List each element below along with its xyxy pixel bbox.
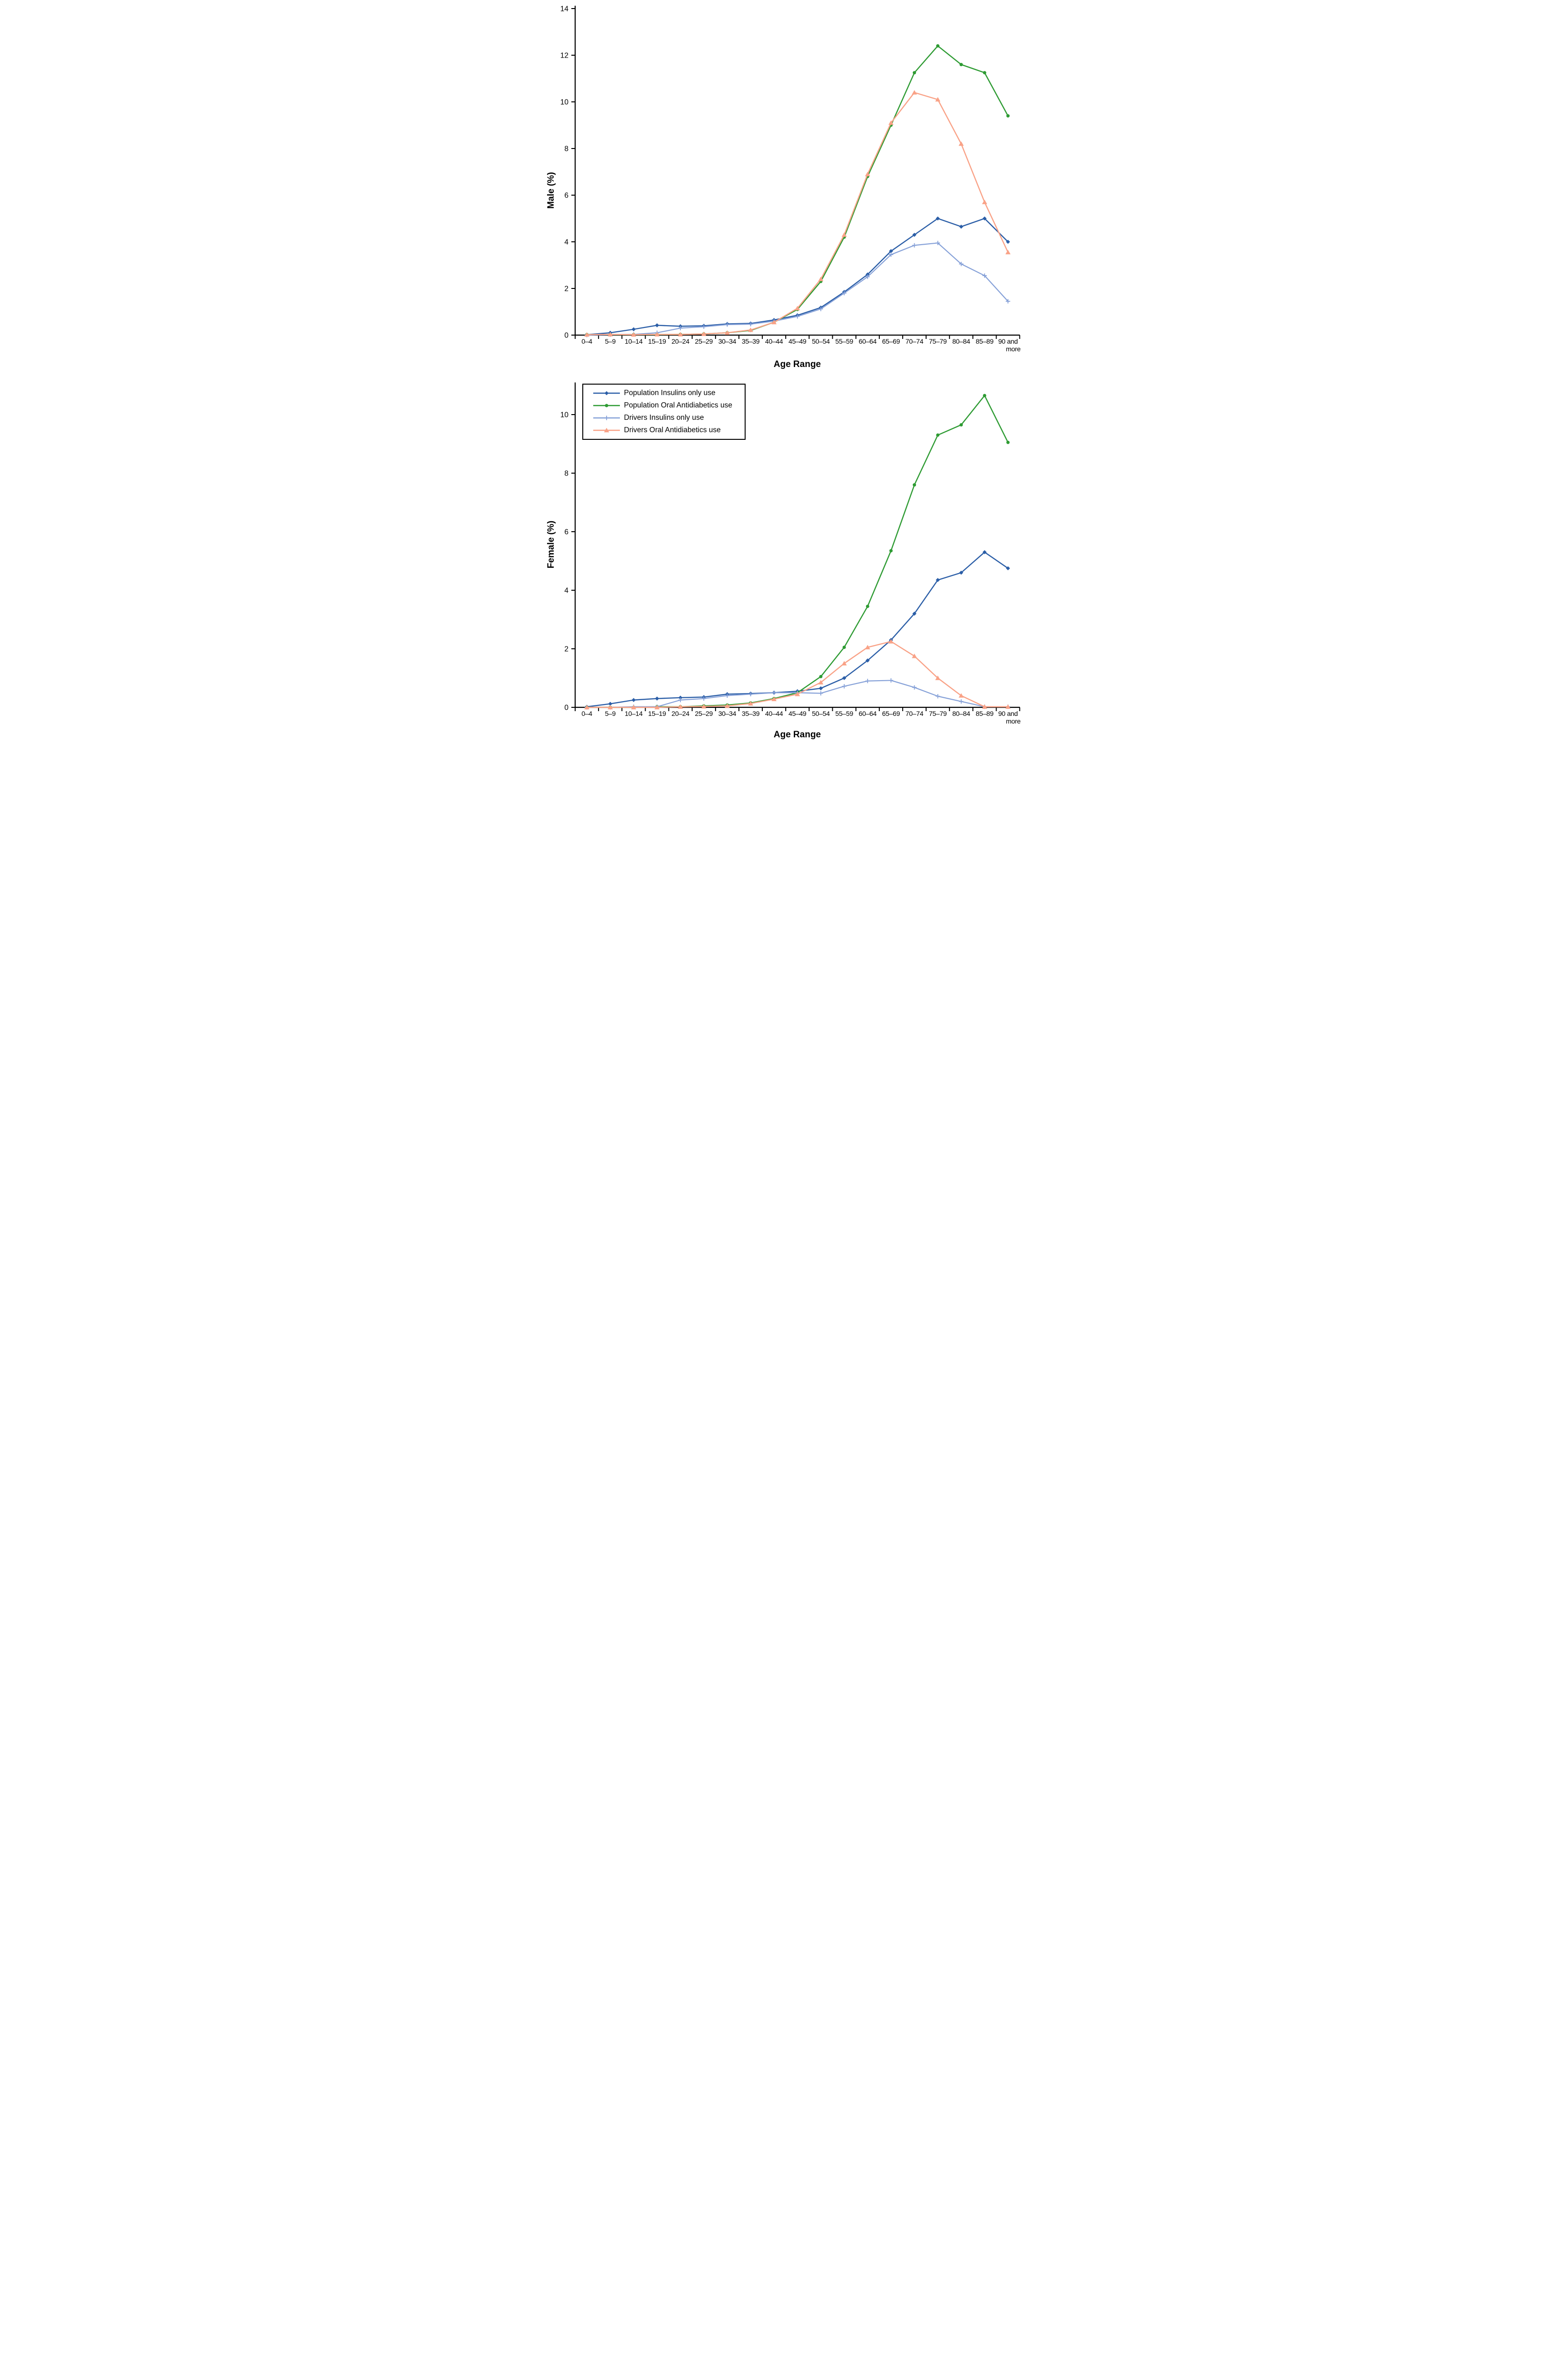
series-population-insulins-only-use bbox=[584, 216, 1010, 337]
y-tick-label: 6 bbox=[564, 528, 568, 536]
legend-item: Population Oral Antidiabetics use bbox=[593, 401, 745, 410]
x-tick-label: 85–89 bbox=[976, 710, 994, 717]
y-tick-label: 0 bbox=[564, 331, 568, 339]
y-tick-label: 6 bbox=[564, 191, 568, 199]
figure: 0 2 4 6 8 10 12 14 0–4 5–9 10–14 15–19 20–24 25–29 30–… bbox=[544, 0, 1021, 743]
x-tick-label: 80–84 bbox=[952, 337, 970, 345]
x-tick-label: 60–64 bbox=[858, 710, 877, 717]
x-tick-label: 50–54 bbox=[812, 337, 830, 345]
legend-item: Drivers Oral Antidiabetics use bbox=[593, 426, 745, 435]
legend-item: Drivers Insulins only use bbox=[593, 414, 745, 422]
legend-marker-triangle-icon bbox=[593, 427, 620, 433]
x-tick-label: 65–69 bbox=[882, 710, 900, 717]
y-tick-label: 8 bbox=[564, 469, 568, 477]
series-drivers-oral-antidiabetics-use bbox=[584, 639, 1010, 710]
y-tick-label: 0 bbox=[564, 704, 568, 712]
legend: Population Insulins only use Population O… bbox=[582, 384, 746, 440]
female-y-axis-title: Female (%) bbox=[546, 520, 556, 569]
axes bbox=[574, 6, 1020, 336]
legend-marker-plus-icon bbox=[593, 416, 620, 420]
y-tick-label: 10 bbox=[560, 411, 568, 419]
x-tick-label: 55–59 bbox=[835, 337, 853, 345]
legend-item-label: Population Oral Antidiabetics use bbox=[624, 401, 732, 409]
male-y-axis-title: Male (%) bbox=[546, 172, 556, 209]
x-tick-label: 15–19 bbox=[648, 710, 666, 717]
x-tick-label: 20–24 bbox=[671, 710, 689, 717]
x-axis-labels: 0–4 5–9 10–14 15–19 20–24 25–29 30–34 35–39 40–4… bbox=[581, 337, 1021, 353]
x-tick-label: 65–69 bbox=[882, 337, 900, 345]
legend-marker-circle-icon bbox=[593, 404, 620, 407]
x-tick-label: 15–19 bbox=[648, 337, 666, 345]
x-tick-label: 35–39 bbox=[741, 710, 759, 717]
x-tick-label: 60–64 bbox=[858, 337, 877, 345]
female-chart-figure: 0 2 4 6 8 10 0–4 5–9 10–14 15–19 20–24 25–29 30–34 35… bbox=[545, 374, 1021, 743]
x-tick-label: 45–49 bbox=[788, 710, 807, 717]
x-tick-label: 75–79 bbox=[928, 337, 947, 345]
y-tick-label: 2 bbox=[564, 645, 568, 653]
male-chart-canvas: 0 2 4 6 8 10 12 14 0–4 5–9 10–14 15–19 20–24 25–29 30–… bbox=[560, 5, 1021, 353]
y-tick-label: 2 bbox=[564, 285, 568, 293]
legend-item: Population Insulins only use bbox=[593, 389, 745, 397]
x-axis-ticks bbox=[574, 707, 1020, 711]
x-tick-label: 0–4 bbox=[581, 710, 592, 717]
y-axis-ticks: 0 2 4 6 8 10 12 14 bbox=[560, 5, 575, 339]
y-axis-ticks: 0 2 4 6 8 10 bbox=[560, 411, 575, 712]
x-tick-label: 10–14 bbox=[625, 710, 643, 717]
x-tick-label: 40–44 bbox=[765, 337, 783, 345]
legend-marker-diamond-icon bbox=[593, 391, 620, 396]
x-tick-label: 5–9 bbox=[605, 337, 616, 345]
x-tick-label: 85–89 bbox=[976, 337, 994, 345]
y-tick-label: 14 bbox=[560, 5, 568, 13]
x-tick-label: 20–24 bbox=[671, 337, 689, 345]
legend-item-label: Drivers Insulins only use bbox=[624, 414, 704, 422]
y-tick-label: 10 bbox=[560, 98, 568, 106]
x-tick-label: 10–14 bbox=[625, 337, 643, 345]
y-tick-label: 12 bbox=[560, 51, 568, 60]
female-chart-canvas: 0 2 4 6 8 10 0–4 5–9 10–14 15–19 20–24 25–29 30–34 35… bbox=[560, 382, 1021, 725]
x-tick-label: 25–29 bbox=[695, 337, 713, 345]
series-population-oral-antidiabetics-use bbox=[585, 394, 1010, 709]
x-axis-ticks bbox=[574, 335, 1020, 339]
x-tick-label: 30–34 bbox=[718, 337, 736, 345]
series-population-oral-antidiabetics-use bbox=[585, 44, 1010, 337]
x-tick-label: 90 and more bbox=[998, 337, 1020, 353]
x-axis-labels: 0–4 5–9 10–14 15–19 20–24 25–29 30–34 35–39 40–4… bbox=[581, 710, 1021, 725]
legend-item-label: Population Insulins only use bbox=[624, 389, 716, 397]
male-chart-figure: 0 2 4 6 8 10 12 14 0–4 5–9 10–14 15–19 20–24 25–29 30–… bbox=[545, 0, 1021, 374]
x-tick-label: 50–54 bbox=[812, 710, 830, 717]
x-tick-label: 70–74 bbox=[905, 337, 923, 345]
x-tick-label: 45–49 bbox=[788, 337, 807, 345]
legend-item-label: Drivers Oral Antidiabetics use bbox=[624, 426, 721, 434]
x-tick-label: 25–29 bbox=[695, 710, 713, 717]
y-tick-label: 4 bbox=[564, 238, 568, 246]
female-x-axis-title: Age Range bbox=[773, 730, 821, 740]
x-tick-label: 40–44 bbox=[765, 710, 783, 717]
x-tick-label: 90 and more bbox=[998, 710, 1020, 725]
x-tick-label: 55–59 bbox=[835, 710, 853, 717]
y-tick-label: 4 bbox=[564, 586, 568, 595]
x-tick-label: 70–74 bbox=[905, 710, 923, 717]
series-drivers-insulins-only-use bbox=[584, 240, 1010, 337]
x-tick-label: 5–9 bbox=[605, 710, 616, 717]
y-tick-label: 8 bbox=[564, 145, 568, 153]
x-tick-label: 35–39 bbox=[741, 337, 759, 345]
series-drivers-oral-antidiabetics-use bbox=[584, 90, 1010, 337]
male-x-axis-title: Age Range bbox=[773, 359, 821, 369]
x-tick-label: 30–34 bbox=[718, 710, 736, 717]
x-tick-label: 80–84 bbox=[952, 710, 970, 717]
x-tick-label: 0–4 bbox=[581, 337, 592, 345]
x-tick-label: 75–79 bbox=[928, 710, 947, 717]
